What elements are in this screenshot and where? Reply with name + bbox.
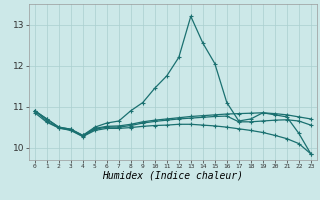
X-axis label: Humidex (Indice chaleur): Humidex (Indice chaleur)	[102, 171, 243, 181]
